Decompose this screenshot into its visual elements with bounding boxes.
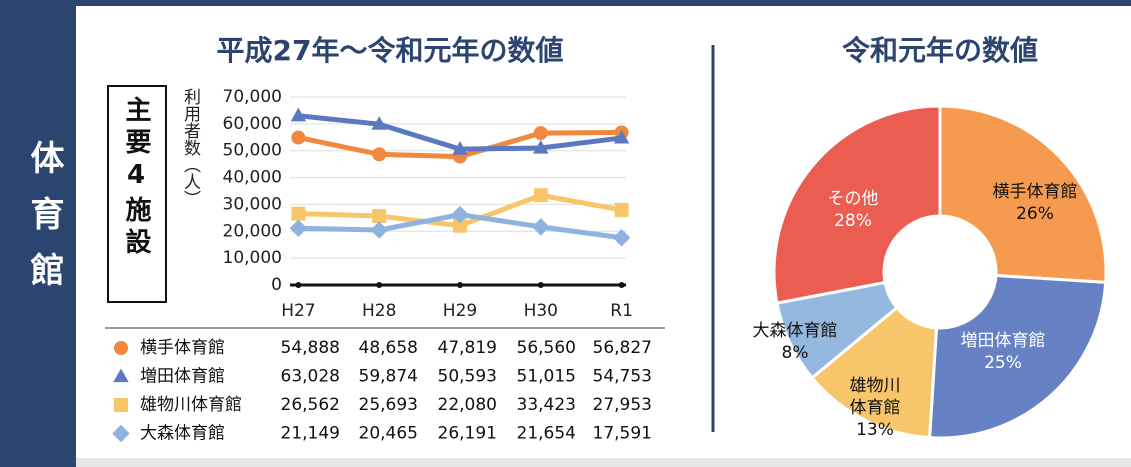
category-label: その他 bbox=[827, 189, 879, 209]
table-value: 25,693 bbox=[359, 395, 418, 415]
box-label: 主要4施設 bbox=[121, 96, 151, 260]
percent-label: 28% bbox=[834, 211, 872, 231]
y-tick-label: 70,000 bbox=[223, 87, 282, 107]
percent-label: 25% bbox=[984, 353, 1022, 373]
percent-label: 13% bbox=[856, 420, 894, 440]
side-bar bbox=[0, 0, 76, 467]
table-value: 21,654 bbox=[517, 424, 576, 444]
pie-title: 令和元年の数値 bbox=[842, 34, 1038, 67]
point bbox=[289, 219, 308, 237]
point bbox=[291, 130, 306, 145]
point bbox=[371, 116, 387, 130]
y-tick-label: 40,000 bbox=[223, 168, 282, 188]
legend-marker bbox=[114, 398, 128, 412]
table-value: 26,562 bbox=[281, 395, 340, 415]
table-value: 50,593 bbox=[438, 367, 497, 387]
point bbox=[453, 218, 467, 233]
x-tick bbox=[295, 282, 302, 288]
side-label: 体育館 bbox=[24, 140, 64, 308]
table-value: 26,191 bbox=[438, 424, 497, 444]
slice-label: 雄物川体育館 13% bbox=[844, 375, 905, 441]
slice-label: その他 28% bbox=[828, 188, 879, 232]
point bbox=[451, 205, 469, 224]
x-tick-label: H29 bbox=[443, 301, 477, 321]
table-value: 56,827 bbox=[593, 338, 652, 358]
category-label: 増田体育館 bbox=[960, 331, 1046, 351]
table-value: 54,888 bbox=[281, 338, 340, 358]
point bbox=[372, 208, 387, 223]
legend-label: 大森体育館 bbox=[140, 424, 225, 444]
percent-label: 26% bbox=[1016, 204, 1054, 224]
x-tick-label: H30 bbox=[524, 301, 558, 321]
percent-label: 8% bbox=[781, 343, 809, 363]
x-tick-label: R1 bbox=[610, 301, 633, 321]
point bbox=[613, 129, 630, 144]
y-tick-label: 50,000 bbox=[223, 141, 282, 161]
legend-label: 横手体育館 bbox=[140, 338, 225, 358]
legend-marker bbox=[114, 341, 128, 355]
table-value: 27,953 bbox=[593, 395, 652, 415]
table-value: 20,465 bbox=[359, 424, 418, 444]
point bbox=[370, 221, 388, 239]
x-tick bbox=[457, 282, 463, 288]
category-label: 雄物川体育館 bbox=[849, 376, 901, 418]
table-value: 59,874 bbox=[359, 367, 418, 387]
point bbox=[452, 141, 468, 155]
top-border bbox=[0, 0, 1131, 6]
x-tick bbox=[618, 282, 625, 288]
table-value: 47,819 bbox=[438, 338, 497, 358]
table-value: 48,658 bbox=[359, 338, 418, 358]
point bbox=[612, 229, 631, 247]
slice-label: 増田体育館 25% bbox=[961, 330, 1046, 374]
pie-slice bbox=[927, 273, 1108, 440]
x-tick bbox=[537, 282, 544, 288]
y-axis-label: 利用者数（人） bbox=[180, 88, 200, 207]
y-tick-label: 0 bbox=[271, 275, 282, 295]
pie-slice bbox=[809, 305, 939, 440]
point bbox=[290, 107, 307, 122]
x-tick-label: H28 bbox=[362, 301, 396, 321]
slice-label: 大森体育館 8% bbox=[753, 320, 838, 364]
table-value: 51,015 bbox=[517, 367, 576, 387]
point bbox=[533, 139, 549, 154]
point bbox=[372, 147, 387, 162]
point bbox=[533, 188, 548, 203]
y-tick-label: 60,000 bbox=[223, 114, 282, 134]
table-value: 33,423 bbox=[517, 395, 576, 415]
category-label: 横手体育館 bbox=[992, 182, 1078, 202]
legend-marker bbox=[112, 424, 130, 443]
y-tick-label: 20,000 bbox=[223, 221, 282, 241]
legend-label: 増田体育館 bbox=[140, 367, 225, 387]
slice-label: 横手体育館 26% bbox=[993, 181, 1078, 225]
legend-marker bbox=[113, 368, 129, 383]
y-tick-label: 30,000 bbox=[223, 194, 282, 214]
y-tick-label: 10,000 bbox=[223, 248, 282, 268]
table-value: 63,028 bbox=[281, 367, 340, 387]
point bbox=[533, 126, 548, 141]
bottom-border bbox=[76, 458, 1131, 467]
table-value: 22,080 bbox=[438, 395, 497, 415]
table-value: 56,560 bbox=[517, 338, 576, 358]
pie-slice bbox=[938, 104, 1108, 285]
box-frame bbox=[107, 85, 167, 303]
category-label: 大森体育館 bbox=[752, 321, 838, 341]
x-tick bbox=[376, 282, 383, 288]
point bbox=[532, 218, 550, 236]
pie-slice bbox=[772, 104, 942, 305]
table-value: 17,591 bbox=[593, 424, 652, 444]
table-value: 21,149 bbox=[281, 424, 340, 444]
legend-label: 雄物川体育館 bbox=[140, 395, 242, 415]
x-tick-label: H27 bbox=[281, 301, 315, 321]
point bbox=[614, 202, 629, 217]
line-title: 平成27年～令和元年の数値 bbox=[217, 34, 564, 67]
table-value: 54,753 bbox=[593, 367, 652, 387]
point bbox=[291, 206, 306, 221]
